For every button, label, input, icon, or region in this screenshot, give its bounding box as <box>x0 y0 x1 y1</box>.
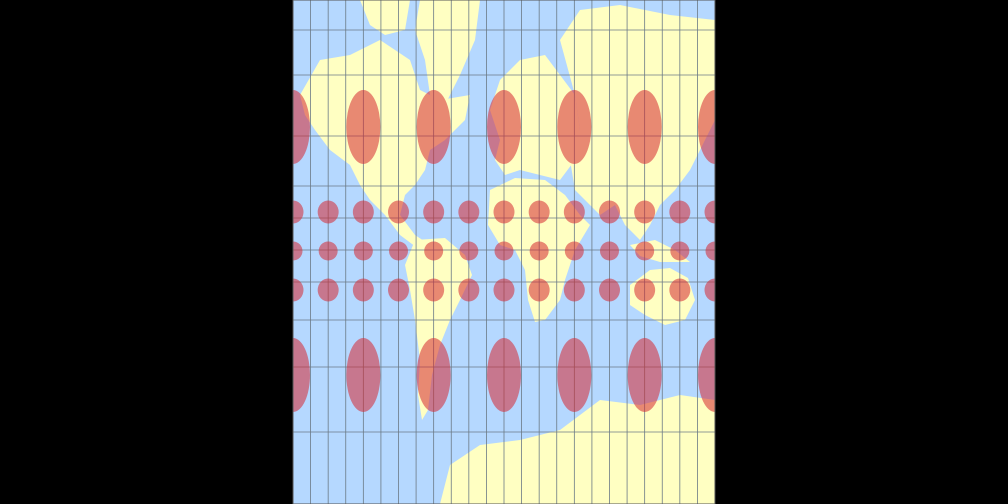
tissot-ellipse <box>423 200 445 224</box>
tissot-ellipse <box>424 241 444 261</box>
tissot-ellipse <box>599 200 620 224</box>
tissot-ellipse <box>458 278 480 302</box>
tissot-ellipse <box>388 278 409 302</box>
tissot-ellipse <box>705 241 715 261</box>
map-border <box>292 0 716 504</box>
tissot-ellipse <box>704 278 715 302</box>
tissot-ellipse <box>352 278 374 302</box>
tissot-ellipse <box>318 241 338 261</box>
tissot-ellipse <box>293 338 310 412</box>
tissot-ellipse <box>293 200 304 224</box>
tissot-ellipse <box>487 90 521 164</box>
tissot-ellipse <box>563 200 585 224</box>
tissot-ellipse <box>317 200 339 224</box>
tissot-ellipse <box>494 241 514 261</box>
tissot-ellipse <box>635 241 655 261</box>
tissot-ellipse <box>627 90 662 164</box>
tissot-ellipse <box>353 241 373 261</box>
tissot-ellipse <box>493 200 515 224</box>
tissot-ellipse <box>352 200 374 224</box>
tissot-ellipse <box>493 278 515 302</box>
tissot-ellipse <box>599 278 620 302</box>
tissot-ellipse <box>563 278 585 302</box>
tissot-ellipse <box>487 338 521 412</box>
tissot-ellipse <box>293 90 310 164</box>
tissot-indicatrices <box>293 90 715 412</box>
antarctica <box>440 395 715 504</box>
tissot-ellipse <box>346 338 381 412</box>
tissot-ellipse <box>564 241 584 261</box>
tissot-ellipse <box>388 200 409 224</box>
tissot-ellipse <box>293 241 303 261</box>
tissot-ellipse <box>557 338 592 412</box>
tissot-ellipse <box>317 278 339 302</box>
map <box>293 0 715 504</box>
tissot-ellipse <box>600 241 619 261</box>
tissot-ellipse <box>416 338 451 412</box>
tissot-ellipse <box>634 200 656 224</box>
tissot-ellipse <box>670 241 690 261</box>
tissot-ellipse <box>669 278 691 302</box>
tissot-ellipse <box>423 278 445 302</box>
tissot-ellipse <box>698 338 715 412</box>
tissot-ellipse <box>529 241 549 261</box>
tissot-ellipse <box>627 338 662 412</box>
greenland <box>415 0 480 105</box>
tissot-ellipse <box>698 90 715 164</box>
tissot-ellipse <box>528 200 550 224</box>
tissot-ellipse <box>293 278 304 302</box>
arctic-islands <box>360 0 410 35</box>
tissot-ellipse <box>704 200 715 224</box>
tissot-ellipse <box>458 200 480 224</box>
north-america <box>300 40 470 250</box>
tissot-ellipse <box>389 241 408 261</box>
tissot-ellipse <box>557 90 592 164</box>
tissot-ellipse <box>634 278 656 302</box>
tissot-ellipse <box>528 278 550 302</box>
tissot-ellipse <box>346 90 381 164</box>
tissot-ellipse <box>416 90 451 164</box>
tissot-ellipse <box>669 200 691 224</box>
tissot-ellipse <box>459 241 479 261</box>
